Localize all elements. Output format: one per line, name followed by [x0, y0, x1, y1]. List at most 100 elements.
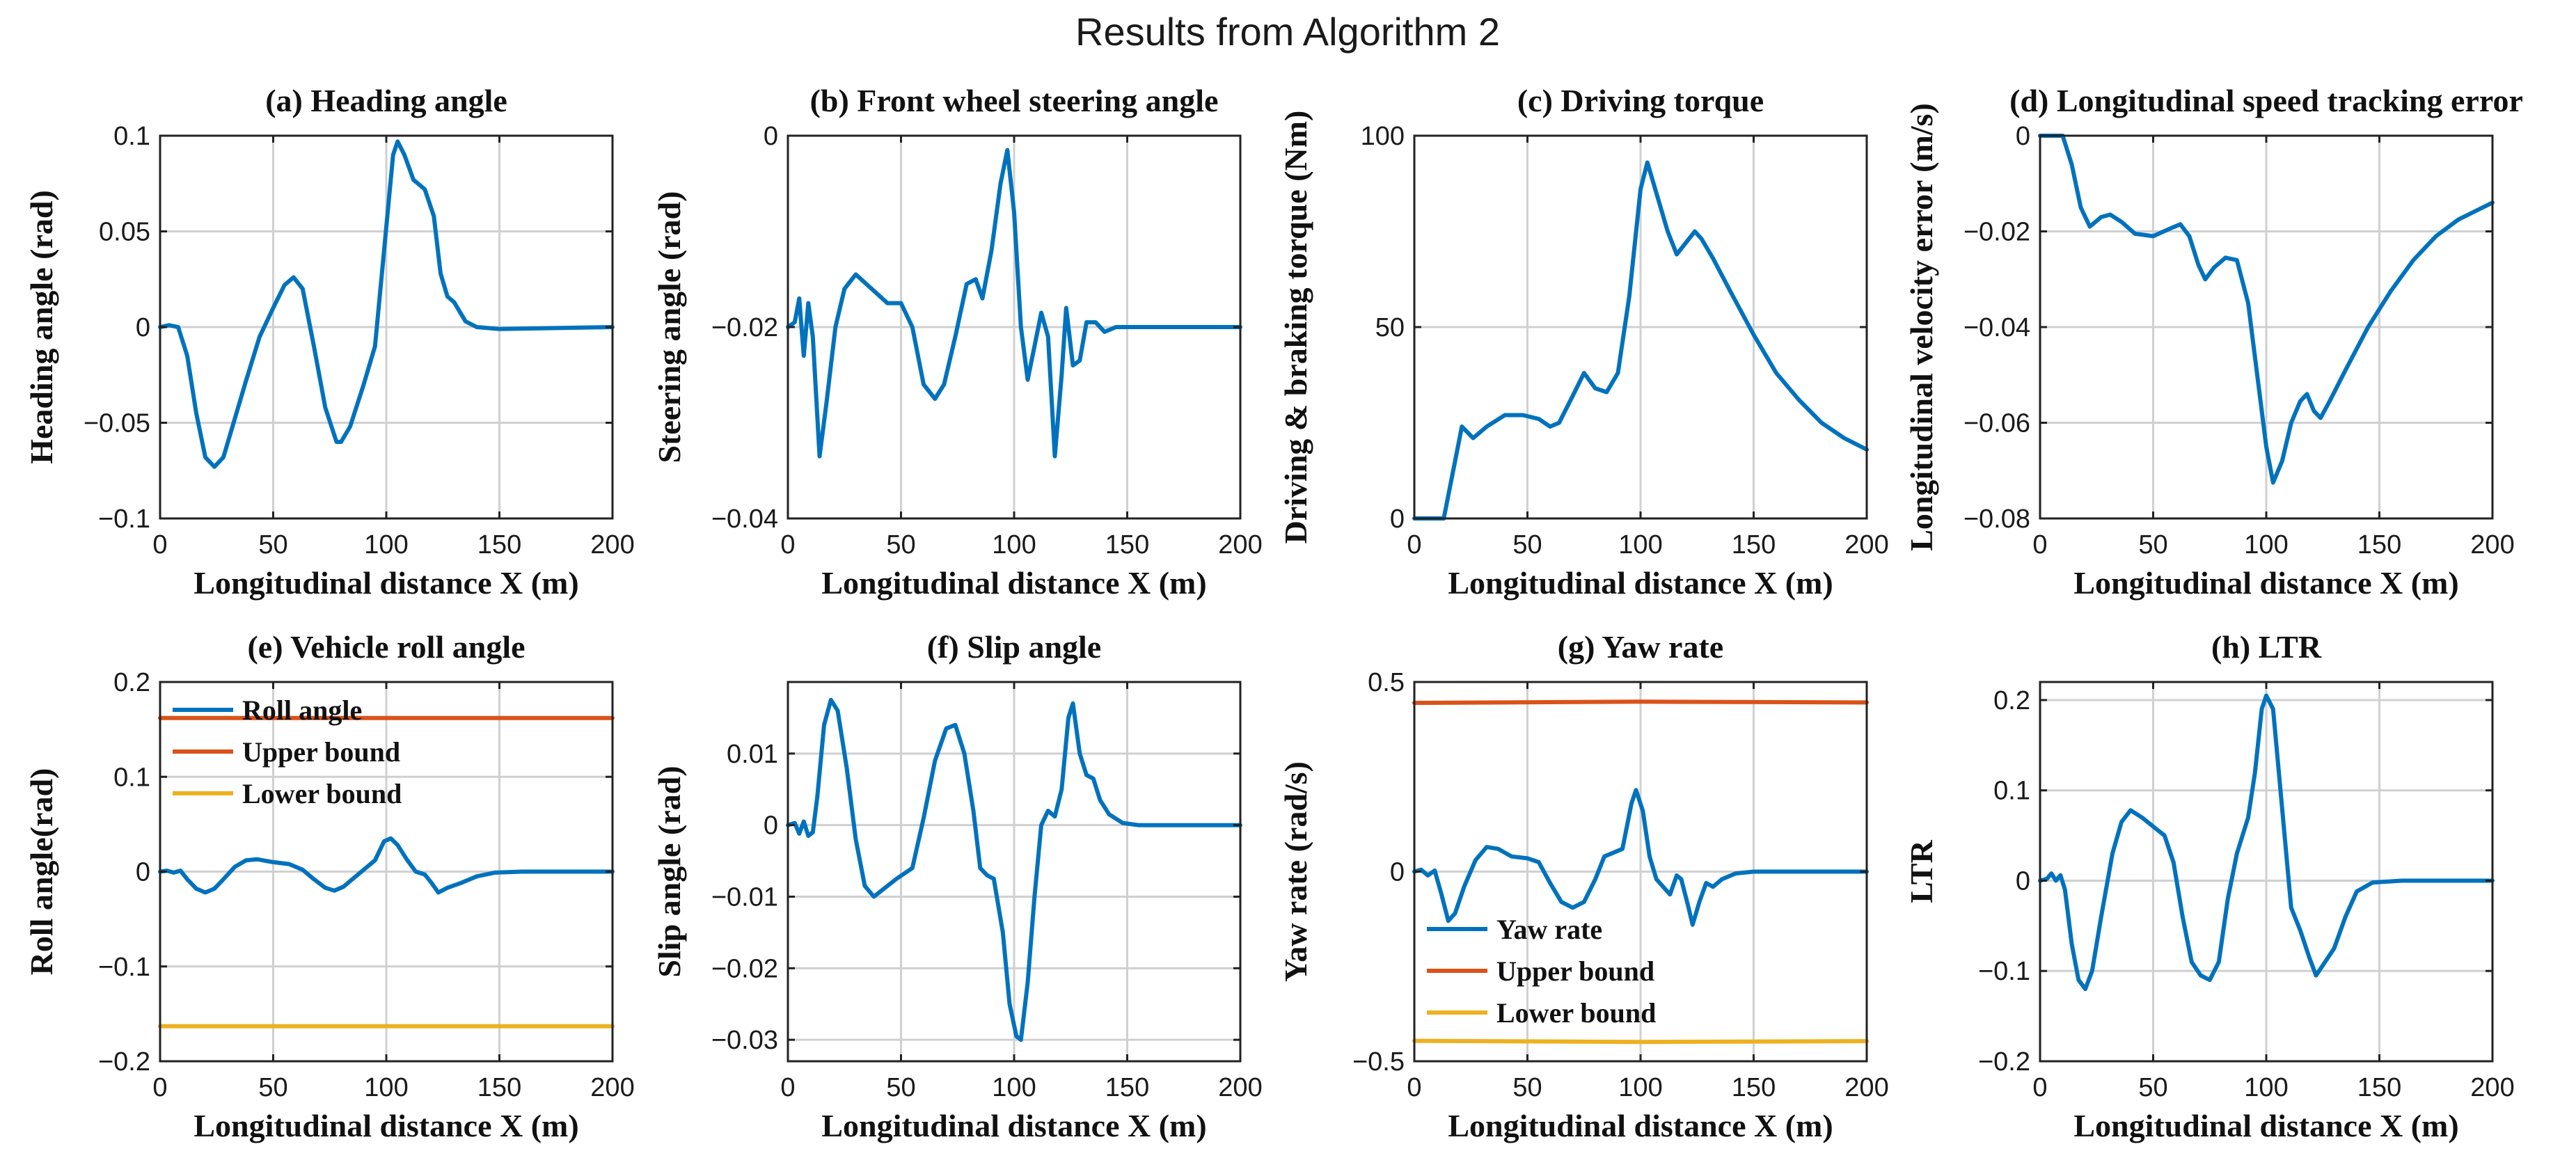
x-tick-label: 0 — [1407, 530, 1421, 560]
x-tick-label: 50 — [258, 530, 287, 560]
y-tick-label: 100 — [1361, 122, 1405, 151]
y-tick-label: −0.08 — [1963, 505, 2030, 534]
y-tick-label: 0.2 — [1993, 686, 2030, 715]
legend-label: Lower bound — [1496, 997, 1656, 1029]
y-tick-label: −0.1 — [1978, 957, 2030, 986]
series-line-slip-angle — [786, 697, 1242, 1042]
x-tick-label: 200 — [1218, 1073, 1262, 1102]
panel-g: 0 50 100 150 200−0.500.5(g) Yaw rateLongitud… — [1278, 629, 1889, 1143]
x-tick-label: 150 — [2357, 1073, 2401, 1102]
legend-label: Yaw rate — [1496, 914, 1602, 945]
x-tick-label: 50 — [886, 530, 915, 560]
legend: Roll angle Upper bound Lower bound — [173, 695, 402, 809]
y-tick-label: −0.05 — [84, 409, 150, 438]
y-axis-label: Yaw rate (rad/s) — [1278, 761, 1313, 982]
y-tick-label: −0.2 — [1978, 1047, 2030, 1077]
series-line-upper-bound — [1412, 699, 1869, 705]
y-tick-label: −0.1 — [98, 953, 150, 982]
legend-label: Roll angle — [242, 695, 362, 726]
x-tick-label: 100 — [364, 1073, 408, 1102]
x-tick-label: 0 — [780, 530, 795, 560]
x-tick-label: 200 — [590, 530, 634, 560]
x-tick-label: 150 — [2357, 530, 2401, 560]
legend-label: Upper bound — [242, 736, 400, 768]
x-tick-label: 50 — [886, 1073, 915, 1102]
x-tick-label: 200 — [590, 1073, 634, 1102]
series-line-velocity-error — [2038, 134, 2495, 485]
y-tick-label: −0.01 — [711, 882, 778, 912]
x-tick-label: 150 — [1732, 530, 1776, 560]
panel-title: (b) Front wheel steering angle — [810, 83, 1219, 118]
y-tick-label: 0 — [1390, 505, 1405, 534]
x-tick-label: 200 — [1844, 1073, 1888, 1102]
x-tick-label: 150 — [1732, 1073, 1776, 1102]
y-tick-label: 0.2 — [113, 668, 150, 697]
x-tick-label: 150 — [1105, 530, 1149, 560]
x-axis-label: Longitudinal distance X (m) — [2073, 1108, 2458, 1143]
panel-title: (e) Vehicle roll angle — [247, 629, 525, 665]
panel-title: (c) Driving torque — [1517, 83, 1764, 118]
x-axis-label: Longitudinal distance X (m) — [821, 565, 1206, 601]
series-line-steering-angle — [786, 148, 1242, 459]
y-tick-label: 0 — [1390, 858, 1405, 887]
y-axis-label: Steering angle (rad) — [651, 191, 687, 463]
y-axis-label: LTR — [1904, 840, 1939, 903]
x-tick-label: 0 — [2032, 530, 2047, 560]
x-tick-label: 100 — [1618, 1073, 1662, 1102]
panel-title: (h) LTR — [2211, 629, 2322, 665]
x-tick-label: 0 — [1407, 1073, 1421, 1102]
legend-label: Lower bound — [242, 778, 402, 809]
x-axis-label: Longitudinal distance X (m) — [821, 1108, 1206, 1143]
x-tick-label: 50 — [1512, 530, 1542, 560]
y-tick-label: −0.03 — [711, 1026, 778, 1055]
x-tick-label: 100 — [992, 530, 1036, 560]
x-tick-label: 50 — [258, 1073, 287, 1102]
y-tick-label: −0.02 — [711, 313, 778, 342]
x-tick-label: 50 — [1512, 1073, 1542, 1102]
panel-title: (d) Longitudinal speed tracking error — [2009, 83, 2523, 118]
x-axis-label: Longitudinal distance X (m) — [2073, 565, 2458, 601]
series-line-yaw-rate — [1412, 788, 1869, 927]
x-tick-label: 100 — [1618, 530, 1662, 560]
panel-d: 0 50 100 150 200 −0.08 −0.06 −0.04 −0.02 0 (d) Lon… — [1904, 83, 2523, 601]
y-tick-label: 0 — [136, 313, 150, 342]
y-tick-label: 50 — [1375, 313, 1405, 342]
x-tick-label: 150 — [477, 1073, 521, 1102]
x-axis-label: Longitudinal distance X (m) — [193, 565, 578, 601]
series-line-driving-torque — [1412, 160, 1869, 521]
x-tick-label: 200 — [1218, 530, 1262, 560]
panel-title: (f) Slip angle — [927, 629, 1101, 665]
y-tick-label: −0.04 — [1963, 313, 2030, 342]
y-axis-label: Slip angle (rad) — [651, 766, 687, 977]
legend-label: Upper bound — [1496, 955, 1654, 987]
y-tick-label: 0.1 — [113, 122, 150, 151]
x-tick-label: 50 — [2138, 1073, 2167, 1102]
x-tick-label: 0 — [152, 530, 167, 560]
y-tick-label: 0.1 — [1993, 777, 2030, 806]
x-axis-label: Longitudinal distance X (m) — [193, 1108, 578, 1143]
series-line-ltr — [2038, 693, 2495, 992]
y-tick-label: −0.06 — [1963, 409, 2030, 438]
y-tick-label: 0 — [2016, 866, 2030, 896]
x-tick-label: 100 — [364, 530, 408, 560]
y-axis-label: Driving & braking torque (Nm) — [1278, 111, 1313, 544]
y-tick-label: −0.1 — [98, 505, 150, 534]
legend: Yaw rate Upper bound Lower bound — [1427, 914, 1656, 1029]
panel-title: (g) Yaw rate — [1558, 629, 1723, 665]
y-tick-label: 0 — [764, 122, 778, 151]
y-tick-label: 0 — [2016, 122, 2030, 151]
panel-b: 0 50 100 150 200 −0.04 −0.02 0 (b) Front wheel s… — [651, 83, 1263, 601]
y-tick-label: 0.01 — [727, 740, 778, 769]
x-tick-label: 0 — [152, 1073, 167, 1102]
x-tick-label: 150 — [1105, 1073, 1149, 1102]
series-line-heading-angle — [158, 139, 615, 469]
x-tick-label: 100 — [2244, 1073, 2288, 1102]
y-tick-label: −0.5 — [1352, 1047, 1405, 1077]
x-tick-label: 0 — [780, 1073, 795, 1102]
panel-a: 0 50 100 150 200 −0.1 −0.05 0 0.05 0.1 (a) Heading… — [24, 83, 635, 601]
panel-f: 0 50 100 150 200 −0.03 −0.02 −0.01 0 0.01 (f) Slip… — [651, 629, 1263, 1143]
y-tick-label: −0.04 — [711, 505, 778, 534]
y-tick-label: 0.05 — [99, 218, 150, 247]
y-tick-label: 0 — [764, 811, 778, 841]
